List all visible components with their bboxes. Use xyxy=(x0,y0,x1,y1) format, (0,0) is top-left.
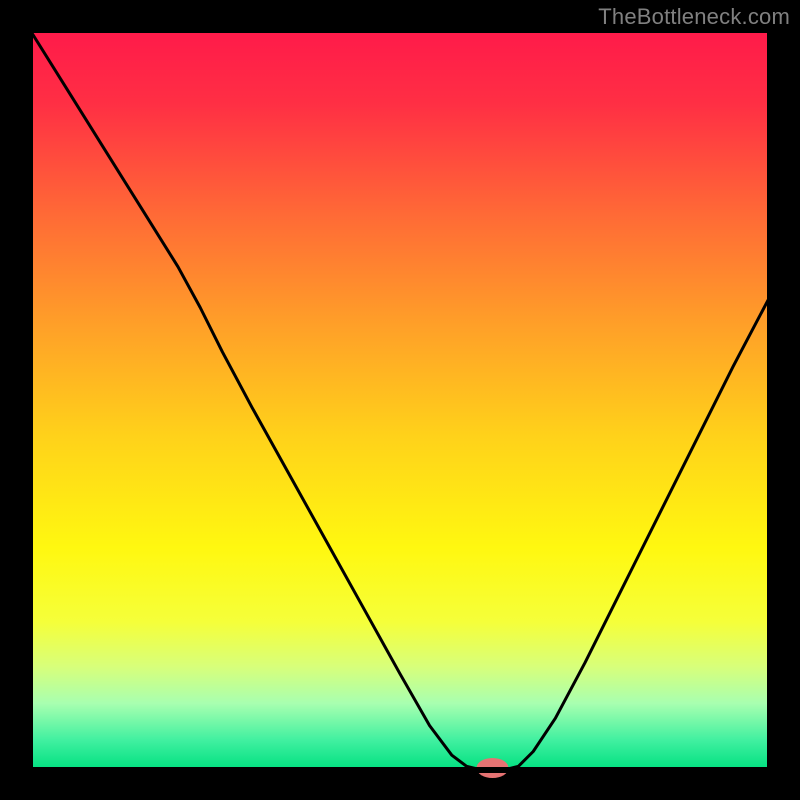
plot-area-gradient xyxy=(30,30,770,770)
chart-container: TheBottleneck.com xyxy=(0,0,800,800)
watermark-text: TheBottleneck.com xyxy=(598,4,790,30)
bottleneck-curve-chart xyxy=(0,0,800,800)
